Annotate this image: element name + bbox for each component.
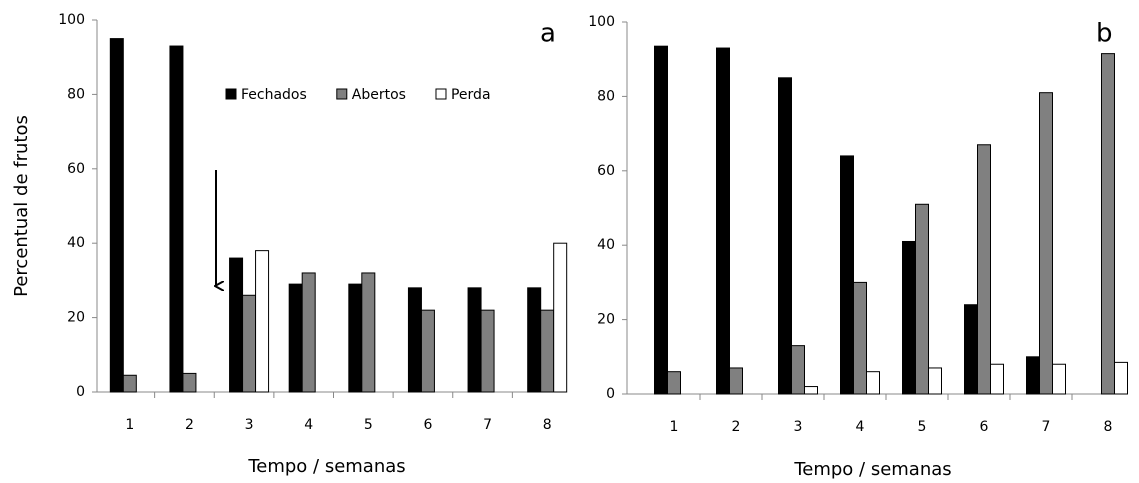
y-tick-label: 40 bbox=[67, 235, 85, 251]
bar bbox=[840, 155, 854, 395]
x-tick-label: 7 bbox=[483, 417, 492, 433]
bar bbox=[361, 272, 376, 393]
x-tick-label: 7 bbox=[1042, 419, 1051, 435]
y-tick-label: 80 bbox=[67, 86, 85, 102]
bar bbox=[853, 281, 867, 395]
bar bbox=[229, 257, 244, 393]
x-tick-label: 2 bbox=[732, 419, 741, 435]
bar bbox=[122, 374, 137, 393]
bar bbox=[729, 367, 743, 395]
bar bbox=[480, 309, 495, 393]
x-tick-label: 6 bbox=[980, 419, 989, 435]
x-tick-label: 8 bbox=[1104, 419, 1113, 435]
bar bbox=[866, 371, 880, 395]
legend-label: Perda bbox=[451, 87, 491, 103]
bar bbox=[540, 309, 555, 393]
bar bbox=[1052, 363, 1066, 395]
bar bbox=[553, 242, 568, 393]
legend-label: Abertos bbox=[352, 87, 406, 103]
x-tick-label: 3 bbox=[245, 417, 254, 433]
bar bbox=[109, 38, 124, 393]
bar bbox=[964, 304, 978, 395]
panel-label: a bbox=[540, 19, 556, 49]
bar bbox=[288, 283, 303, 393]
bar bbox=[915, 203, 929, 395]
bar bbox=[928, 367, 942, 395]
x-tick-label: 1 bbox=[670, 419, 679, 435]
bar bbox=[242, 294, 257, 393]
bar bbox=[804, 386, 818, 395]
x-tick-label: 4 bbox=[856, 419, 865, 435]
bar bbox=[1026, 356, 1040, 395]
y-tick-label: 20 bbox=[67, 310, 85, 326]
bar bbox=[182, 372, 197, 393]
bar bbox=[1101, 53, 1115, 395]
bar bbox=[654, 45, 668, 395]
y-axis-label: Percentual de frutos bbox=[11, 115, 32, 297]
y-tick-label: 60 bbox=[597, 163, 615, 179]
panel-label: b bbox=[1096, 19, 1113, 49]
y-tick-label: 40 bbox=[597, 237, 615, 253]
bar bbox=[527, 287, 542, 393]
bar bbox=[977, 144, 991, 395]
y-tick-label: 100 bbox=[58, 12, 85, 28]
bar bbox=[420, 309, 435, 393]
x-tick-label: 5 bbox=[364, 417, 373, 433]
y-tick-label: 0 bbox=[606, 386, 615, 402]
bar bbox=[301, 272, 316, 393]
x-tick-label: 3 bbox=[794, 419, 803, 435]
y-tick-label: 0 bbox=[76, 384, 85, 400]
x-tick-label: 6 bbox=[423, 417, 432, 433]
x-tick-label: 4 bbox=[304, 417, 313, 433]
x-axis-label: Tempo / semanas bbox=[793, 459, 951, 480]
bar bbox=[1039, 92, 1053, 395]
bar bbox=[990, 363, 1004, 395]
x-tick-label: 5 bbox=[918, 419, 927, 435]
legend-swatch bbox=[225, 88, 237, 100]
x-tick-label: 2 bbox=[185, 417, 194, 433]
y-tick-label: 100 bbox=[588, 14, 615, 30]
bar bbox=[1114, 361, 1128, 395]
bar bbox=[667, 371, 681, 395]
bar bbox=[778, 77, 792, 395]
bar bbox=[169, 45, 184, 393]
legend-swatch bbox=[336, 88, 348, 100]
y-tick-label: 80 bbox=[597, 88, 615, 104]
x-axis-label: Tempo / semanas bbox=[247, 456, 405, 477]
bar bbox=[902, 240, 916, 395]
y-tick-label: 60 bbox=[67, 161, 85, 177]
bar bbox=[348, 283, 363, 393]
bar bbox=[716, 47, 730, 395]
legend-label: Fechados bbox=[241, 87, 307, 103]
y-tick-label: 20 bbox=[597, 312, 615, 328]
bar bbox=[467, 287, 482, 393]
legend-swatch bbox=[435, 88, 447, 100]
x-tick-label: 8 bbox=[543, 417, 552, 433]
bar bbox=[407, 287, 422, 393]
bar bbox=[255, 250, 270, 393]
bar bbox=[791, 345, 805, 395]
x-tick-label: 1 bbox=[125, 417, 134, 433]
